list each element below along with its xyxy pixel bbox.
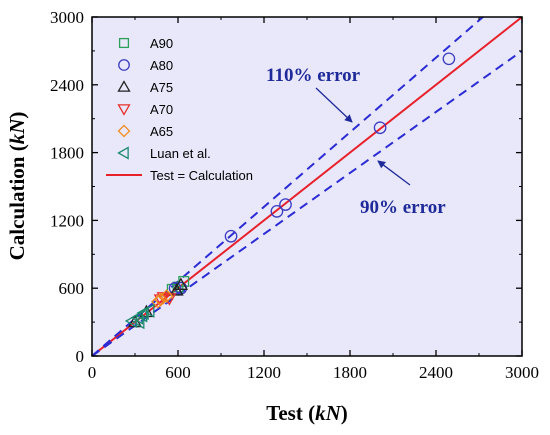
lower-error-line — [92, 50, 522, 356]
x-tick-label: 3000 — [505, 363, 539, 382]
y-axis-title: Calculation (kN) — [5, 112, 29, 261]
y-tick-label: 1200 — [50, 211, 84, 230]
data-point — [172, 281, 184, 293]
data-point — [131, 314, 145, 330]
data-point — [270, 205, 284, 218]
legend-marker — [117, 80, 131, 92]
legend-label: Test = Calculation — [150, 168, 253, 183]
legend-marker — [118, 37, 130, 49]
data-point — [279, 198, 292, 211]
annotations: 110% error 90% error — [266, 65, 446, 218]
x-tick-label: 600 — [165, 363, 191, 382]
x-tick-label: 1200 — [247, 363, 281, 382]
data-point — [442, 52, 456, 66]
legend-label: A65 — [150, 124, 173, 139]
legend-marker — [117, 146, 129, 160]
legend-marker — [117, 124, 131, 138]
series-a65 — [151, 289, 174, 309]
x-axis-title: Test (kN) — [266, 401, 347, 425]
legend-marker — [117, 104, 131, 116]
y-tick-label: 3000 — [50, 8, 84, 27]
x-tick-label: 0 — [88, 363, 97, 382]
data-point — [151, 294, 165, 309]
legend-label: A75 — [150, 80, 173, 95]
axis-ticks: 0 600 1200 1800 2400 3000 0 600 1200 1800 2400 3000 — [50, 8, 539, 382]
data-points — [124, 52, 456, 330]
y-tick-label: 2400 — [50, 76, 84, 95]
y-tick-label: 600 — [59, 279, 85, 298]
legend-label: A70 — [150, 102, 173, 117]
data-point — [373, 121, 387, 135]
data-point — [134, 308, 148, 323]
legend-label: Luan et al. — [150, 146, 211, 161]
legend-label: A90 — [150, 36, 173, 51]
y-tick-label: 0 — [76, 347, 85, 366]
data-point — [173, 277, 188, 290]
legend-marker — [118, 59, 130, 71]
annotation-110-error: 110% error — [266, 65, 361, 86]
data-point — [142, 303, 155, 318]
x-tick-label: 2400 — [419, 363, 453, 382]
arrow-90-error — [377, 160, 411, 186]
data-point — [159, 289, 174, 304]
legend: A90 A80 A75 A70 A65 Luan et al. Test = Calcula… — [106, 36, 253, 183]
data-point — [224, 229, 238, 243]
annotation-90-error: 90% error — [360, 197, 446, 218]
series-luan-et-al- — [124, 303, 155, 330]
legend-label: A80 — [150, 58, 173, 73]
y-tick-label: 1800 — [50, 144, 84, 163]
x-tick-label: 1800 — [333, 363, 367, 382]
arrow-110-error — [315, 87, 353, 123]
